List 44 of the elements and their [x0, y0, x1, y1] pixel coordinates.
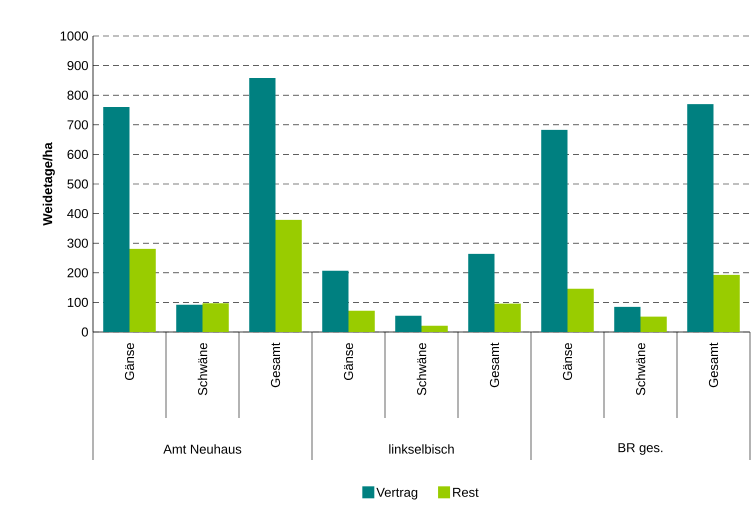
bar: [494, 304, 521, 332]
bar: [202, 303, 229, 332]
y-tick-label: 500: [67, 179, 88, 189]
y-tick-label: 900: [67, 61, 88, 70]
x-tick-label: Schwäne: [416, 343, 426, 396]
bar: [568, 288, 594, 332]
bar: [276, 220, 302, 332]
text: Amt Neuhaus: [163, 444, 242, 454]
x-tick-label: Gänse: [562, 343, 572, 380]
bar: [422, 326, 448, 332]
bar: [348, 310, 375, 332]
bar: [714, 274, 740, 332]
legend-label: Vertrag: [376, 488, 418, 500]
y-tick-label: 400: [67, 209, 88, 218]
bar: [640, 316, 667, 332]
x-tick-label: Gesamt: [490, 342, 500, 388]
bar: [176, 304, 202, 332]
y-tick-label: 800: [67, 90, 88, 100]
bar: [249, 78, 276, 332]
x-tick-label: Gänse: [124, 343, 134, 380]
bar: [541, 130, 568, 332]
x-tick-label: Gesamt: [708, 342, 718, 388]
text: linkselbisch: [389, 444, 454, 454]
x-tick-label: Gesamt: [270, 342, 280, 388]
y-tick-label: 0: [82, 327, 88, 337]
legend-label: Rest: [453, 488, 479, 497]
bar: [103, 107, 130, 332]
y-tick-label: 300: [67, 238, 88, 248]
y-axis-title: Weidetage/ha: [42, 142, 55, 226]
text: BR ges.: [618, 443, 662, 455]
bar: [395, 316, 422, 332]
y-tick-label: 100: [68, 298, 88, 307]
y-tick-label: 600: [68, 150, 88, 159]
y-tick-label: 1000: [60, 31, 88, 41]
x-tick-label: Schwäne: [198, 343, 208, 396]
x-tick-label: Schwäne: [636, 343, 646, 396]
x-tick-label: Gänse: [344, 343, 354, 380]
bar: [468, 254, 494, 332]
y-tick-label: 200: [68, 268, 88, 278]
bar: [322, 270, 348, 332]
bar: [687, 104, 714, 332]
bar: [614, 306, 640, 332]
y-tick-label: 700: [68, 120, 88, 130]
bar: [130, 248, 156, 332]
